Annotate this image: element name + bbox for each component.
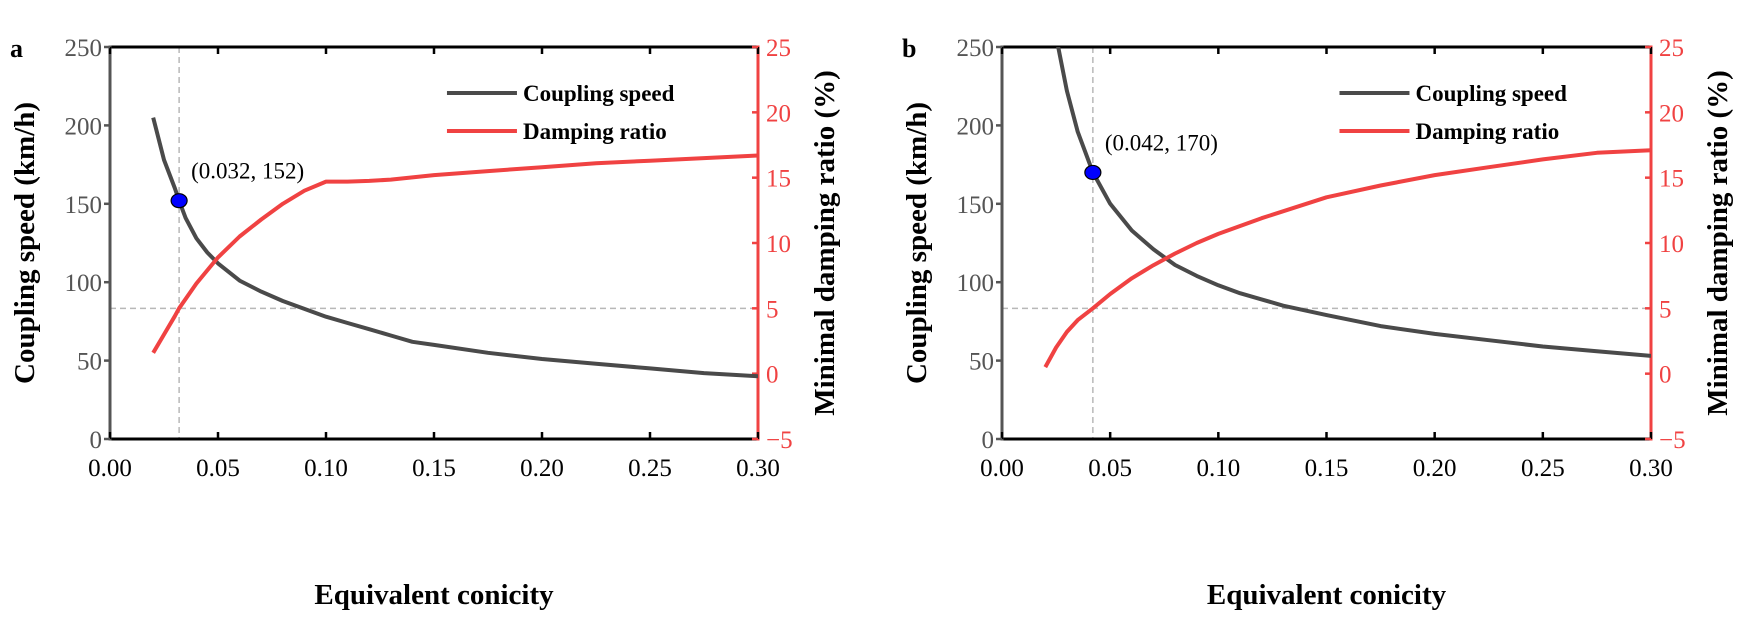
left-y-tick-label: 0 [90, 427, 103, 454]
left-y-axis-title: Coupling speed (km/h) [901, 102, 933, 384]
right-y-tick-label: 0 [1659, 362, 1672, 389]
x-tick-label: 0.30 [1629, 455, 1673, 482]
x-tick-label: 0.10 [304, 455, 348, 482]
marked-point [170, 193, 188, 209]
left-y-tick-label: 150 [957, 192, 995, 219]
legend-label-coupling: Coupling speed [1415, 81, 1567, 106]
x-tick-label: 0.15 [412, 455, 456, 482]
x-axis-title: Equivalent conicity [314, 579, 554, 611]
right-y-axis-title: Minimal damping ratio (%) [809, 70, 841, 416]
panel-label: b [902, 34, 916, 63]
x-tick-label: 0.15 [1305, 455, 1349, 482]
legend: Coupling speed Damping ratio [1339, 81, 1567, 144]
x-tick-label: 0.30 [736, 455, 780, 482]
x-tick-label: 0.05 [1088, 455, 1132, 482]
damping-ratio-line [1043, 148, 1651, 369]
x-tick-label: 0.00 [88, 455, 132, 482]
marked-point-label: (0.042, 170) [1105, 130, 1218, 155]
right-y-tick-label: 20 [766, 100, 791, 127]
x-tick-label: 0.00 [980, 455, 1024, 482]
x-tick-label: 0.10 [1196, 455, 1240, 482]
right-y-tick-label: 0 [766, 362, 779, 389]
right-y-tick-label: 25 [1659, 35, 1684, 62]
legend: Coupling speed Damping ratio [446, 81, 675, 144]
x-tick-label: 0.25 [1521, 455, 1565, 482]
right-y-tick-label: 15 [766, 166, 791, 193]
left-y-tick-label: 100 [65, 270, 103, 297]
left-y-tick-label: 150 [65, 192, 103, 219]
damping-ratio-line [151, 153, 758, 354]
left-y-tick-label: 250 [65, 35, 103, 62]
panel-a: 0.00 0.05 0.10 0.15 0.20 0.25 0.30050100150200… [9, 34, 841, 611]
x-tick-label: 0.20 [520, 455, 564, 482]
left-y-tick-label: 50 [969, 349, 994, 376]
right-y-tick-label: −5 [1659, 427, 1686, 454]
x-axis-title: Equivalent conicity [1207, 579, 1447, 611]
left-y-tick-label: 50 [77, 349, 102, 376]
x-tick-label: 0.05 [196, 455, 240, 482]
left-y-axis-title: Coupling speed (km/h) [9, 102, 41, 384]
series-group [151, 117, 758, 379]
marked-point [1084, 164, 1102, 181]
x-tick-label: 0.20 [1413, 455, 1457, 482]
x-tick-label: 0.25 [628, 455, 672, 482]
legend-label-coupling: Coupling speed [523, 81, 675, 106]
left-y-tick-label: 100 [957, 270, 995, 297]
right-y-tick-label: 10 [766, 231, 791, 258]
panel-b: 0.00 0.05 0.10 0.15 0.20 0.25 0.30050100150200… [901, 34, 1734, 611]
right-y-tick-label: 5 [766, 296, 779, 323]
left-y-tick-label: 200 [957, 113, 995, 140]
right-y-tick-label: 10 [1659, 231, 1684, 258]
right-y-tick-label: 15 [1659, 166, 1684, 193]
left-y-tick-label: 250 [957, 35, 995, 62]
legend-label-damping: Damping ratio [523, 119, 667, 144]
coupling-speed-line [1056, 47, 1651, 358]
panel-label: a [10, 34, 23, 63]
left-y-tick-label: 0 [982, 427, 995, 454]
legend-label-damping: Damping ratio [1415, 119, 1559, 144]
right-y-tick-label: 20 [1659, 100, 1684, 127]
coupling-speed-line [151, 117, 758, 379]
series-group [1043, 47, 1651, 369]
left-y-tick-label: 200 [65, 113, 103, 140]
right-y-axis-title: Minimal damping ratio (%) [1702, 70, 1734, 416]
marked-point-label: (0.032, 152) [191, 159, 304, 184]
right-y-tick-label: 25 [766, 35, 791, 62]
right-y-tick-label: −5 [766, 427, 793, 454]
right-y-tick-label: 5 [1659, 296, 1672, 323]
